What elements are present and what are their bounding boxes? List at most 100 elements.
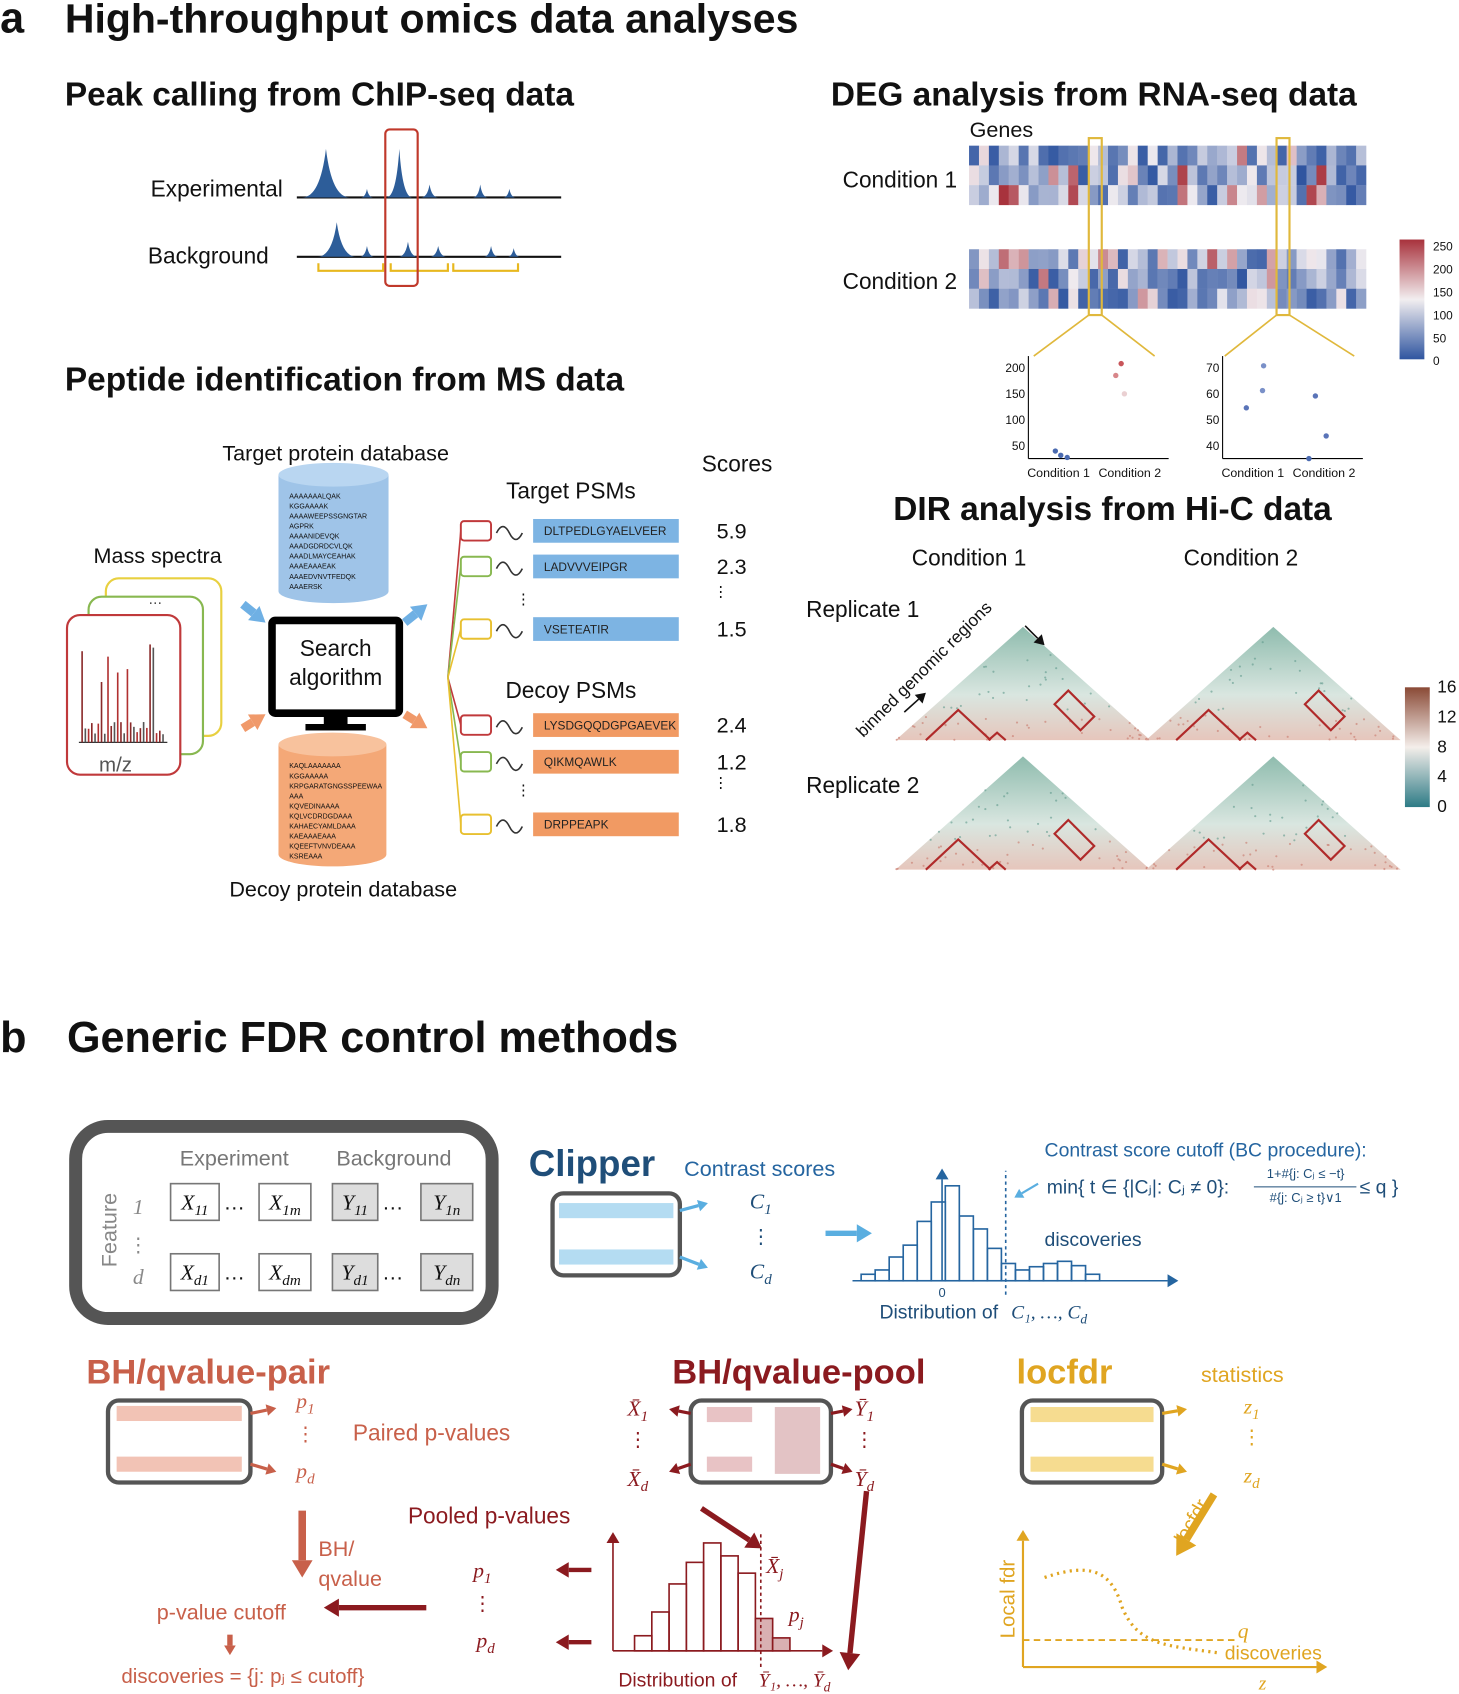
math-base: X̄ bbox=[765, 1554, 780, 1578]
tick-label: 150 bbox=[1005, 387, 1025, 401]
database-entry: AGPRK bbox=[289, 524, 314, 531]
colorbar-label: 0 bbox=[1433, 354, 1440, 368]
hic-speck bbox=[1319, 682, 1322, 685]
heatmap-cell bbox=[1266, 249, 1277, 270]
bracket bbox=[452, 263, 520, 272]
hic-speck bbox=[939, 845, 943, 848]
heatmap-cell bbox=[1048, 165, 1059, 186]
hic-speck bbox=[1182, 723, 1185, 726]
hic-speck bbox=[1124, 850, 1128, 854]
point bbox=[1052, 448, 1059, 454]
heatmap-cell bbox=[1177, 185, 1188, 206]
point bbox=[1064, 454, 1070, 461]
hic-speck bbox=[971, 818, 975, 821]
heatmap-cell bbox=[1088, 249, 1099, 270]
row-highlight bbox=[559, 1249, 674, 1265]
heatmap-cell bbox=[1336, 185, 1347, 206]
hic-speck bbox=[984, 665, 988, 668]
hic-speck bbox=[1048, 834, 1051, 837]
wave bbox=[495, 719, 524, 735]
hic-speck bbox=[1139, 734, 1142, 737]
section-title: Peptide identification from MS data bbox=[65, 362, 625, 399]
colorbar-label: 100 bbox=[1433, 308, 1453, 322]
math-base: X bbox=[268, 1261, 283, 1285]
colorbar-label: 8 bbox=[1437, 736, 1447, 756]
arrow-shaft bbox=[830, 1462, 844, 1471]
arrow-shaft bbox=[249, 1462, 268, 1471]
peptide: DLTPEDLGYAELVEER bbox=[544, 524, 667, 538]
arrow-head bbox=[1176, 1533, 1197, 1556]
heatmap-cell bbox=[1306, 249, 1317, 270]
math-subscript: d bbox=[1252, 1476, 1260, 1492]
heatmap-cell bbox=[1276, 145, 1287, 166]
database-entry: AAA bbox=[289, 793, 303, 800]
hic-speck bbox=[1027, 726, 1030, 729]
heatmap-cell bbox=[1197, 288, 1208, 309]
peak bbox=[386, 148, 413, 198]
heatmap-cell bbox=[1177, 165, 1188, 186]
heatmap-cell bbox=[1356, 268, 1367, 289]
hic-speck bbox=[1094, 828, 1097, 831]
ellipsis: ⋮ bbox=[516, 591, 531, 608]
label: locfdr bbox=[1170, 1495, 1213, 1548]
heatmap-cell bbox=[1197, 145, 1208, 166]
heatmap-cell bbox=[1018, 145, 1029, 166]
heatmap-cell bbox=[1187, 185, 1198, 206]
database-entry: KRPGARATGNGSSPEEWAA bbox=[289, 783, 382, 790]
heatmap-cell bbox=[1088, 145, 1099, 166]
hic-speck bbox=[926, 857, 929, 860]
ellipsis: ⋮ bbox=[713, 775, 728, 792]
heatmap-cell bbox=[1326, 165, 1337, 186]
heatmap-cell bbox=[1187, 268, 1198, 289]
math-base: C bbox=[750, 1189, 765, 1213]
database-entry: KAEAAAEAAA bbox=[289, 833, 336, 840]
arrow-shaft bbox=[830, 1409, 844, 1416]
hic-speck bbox=[953, 738, 956, 741]
heatmap-cell bbox=[1217, 288, 1228, 309]
hic-speck bbox=[1249, 853, 1252, 856]
hic-speck bbox=[1146, 738, 1150, 741]
label: m/z bbox=[99, 753, 132, 776]
hic-speck bbox=[984, 717, 987, 721]
hic-region bbox=[1175, 837, 1257, 871]
histogram-bar bbox=[888, 1256, 905, 1282]
heatmap-cell bbox=[1058, 145, 1069, 166]
colorbar-label: 250 bbox=[1433, 239, 1453, 253]
heatmap-cell bbox=[1207, 249, 1218, 270]
peptide-box bbox=[533, 713, 679, 737]
heatmap-cell bbox=[969, 268, 980, 289]
hic-speck bbox=[1098, 718, 1101, 721]
label: z1 bbox=[1243, 1394, 1260, 1422]
heatmap-cell bbox=[988, 145, 1000, 166]
database-entry: KGGAAAAA bbox=[289, 773, 328, 780]
tick-label: 50 bbox=[1012, 439, 1026, 453]
heatmap-cell bbox=[1038, 268, 1049, 289]
hic-speck bbox=[1326, 807, 1329, 810]
connector bbox=[447, 677, 462, 825]
database-entry: AAAAAAALQAK bbox=[289, 493, 341, 500]
wave bbox=[495, 756, 524, 772]
hic-speck bbox=[1269, 819, 1272, 823]
heatmap-cell bbox=[1048, 288, 1059, 309]
heatmap-cell bbox=[1018, 249, 1029, 270]
hic-speck bbox=[1045, 830, 1049, 834]
hic-speck bbox=[994, 834, 997, 837]
heatmap-cell bbox=[1227, 249, 1238, 270]
hic-speck bbox=[1243, 738, 1247, 741]
heatmap-cell bbox=[1346, 165, 1357, 186]
hic-speck bbox=[1044, 720, 1047, 723]
heatmap-cell bbox=[1157, 165, 1168, 186]
arrow-head bbox=[409, 712, 428, 729]
hic-speck bbox=[1169, 719, 1172, 722]
label: Scores bbox=[702, 451, 772, 477]
hic-speck bbox=[897, 736, 901, 739]
hic-speck bbox=[1349, 732, 1352, 735]
label: Decoy protein database bbox=[229, 877, 457, 902]
hic-speck bbox=[1192, 725, 1196, 728]
heatmap-cell bbox=[1117, 268, 1129, 289]
line bbox=[1101, 314, 1156, 357]
arrow-head bbox=[247, 714, 266, 730]
heatmap-cell bbox=[1048, 185, 1059, 206]
hic-speck bbox=[1239, 674, 1243, 678]
label: #{j: Cⱼ ≥ t}∨1 bbox=[1270, 1190, 1342, 1205]
